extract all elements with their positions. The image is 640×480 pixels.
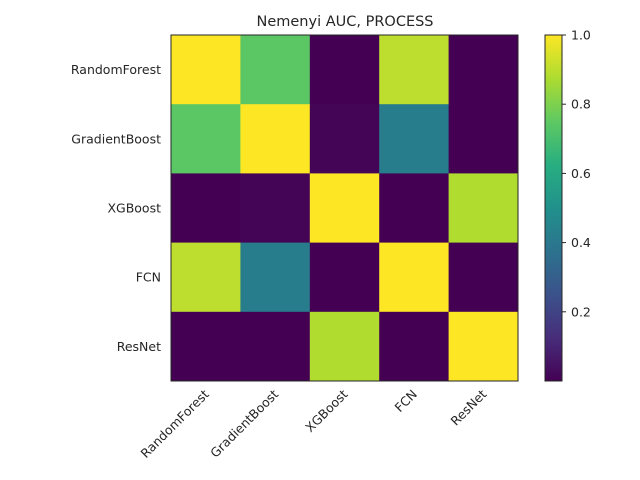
colorbar-ticks: 0.2 0.4 0.6 0.8 1.0 xyxy=(562,28,591,319)
heatmap-cell xyxy=(309,35,380,105)
colorbar-tick-label: 0.4 xyxy=(571,235,591,250)
y-tick-label: FCN xyxy=(136,270,161,285)
heatmap-cells xyxy=(171,35,519,382)
heatmap-cell xyxy=(448,311,519,382)
x-tick-label: FCN xyxy=(392,387,420,415)
x-tick-label: XGBoost xyxy=(302,386,351,435)
heatmap-cell xyxy=(309,242,380,313)
heatmap-cell xyxy=(448,173,519,244)
heatmap-cell xyxy=(379,242,450,313)
heatmap-cell xyxy=(309,173,380,244)
y-tick-labels: RandomForest GradientBoost XGBoost FCN ResNe… xyxy=(71,62,161,354)
x-tick-label: RandomForest xyxy=(137,386,211,460)
y-tick-label: RandomForest xyxy=(71,62,161,77)
heatmap-frame xyxy=(170,34,519,382)
heatmap-cell xyxy=(240,104,311,174)
heatmap-cell xyxy=(448,242,519,313)
heatmap-cell xyxy=(171,35,241,105)
y-tick-label: XGBoost xyxy=(107,201,161,216)
colorbar-tick-label: 0.8 xyxy=(571,97,591,112)
heatmap-cell xyxy=(309,311,380,382)
heatmap-cell xyxy=(379,104,450,174)
heatmap-cell xyxy=(379,311,450,382)
x-tick-label: GradientBoost xyxy=(207,386,281,460)
heatmap-cell xyxy=(448,35,519,105)
heatmap-cell xyxy=(171,242,241,313)
colorbar xyxy=(544,34,563,382)
y-tick-label: GradientBoost xyxy=(71,131,161,146)
heatmap-cell xyxy=(171,104,241,174)
heatmap-cell xyxy=(379,35,450,105)
heatmap-cell xyxy=(240,311,311,382)
heatmap-cell xyxy=(379,173,450,244)
y-tick-label: ResNet xyxy=(117,339,161,354)
heatmap-cell xyxy=(240,173,311,244)
heatmap-cell xyxy=(309,104,380,174)
colorbar-tick-label: 0.6 xyxy=(571,166,591,181)
colorbar-tick-label: 0.2 xyxy=(571,304,591,319)
heatmap-cell xyxy=(240,35,311,105)
heatmap-cell xyxy=(171,311,241,382)
colorbar-tick-label: 1.0 xyxy=(571,28,591,43)
heatmap-cell xyxy=(448,104,519,174)
heatmap-cell xyxy=(240,242,311,313)
chart-title: Nemenyi AUC, PROCESS xyxy=(256,14,433,30)
heatmap-cell xyxy=(171,173,241,244)
x-tick-label: ResNet xyxy=(448,386,490,428)
